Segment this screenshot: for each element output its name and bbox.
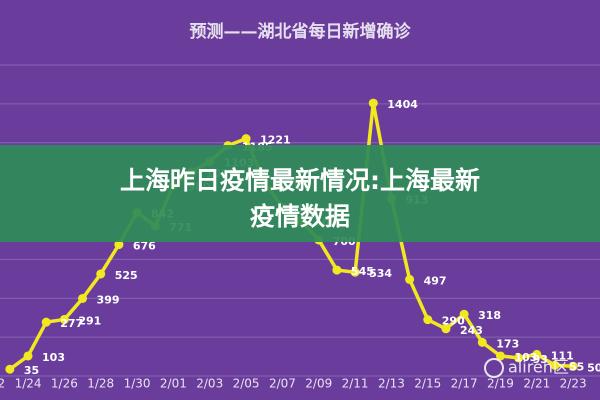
- data-point: [5, 364, 15, 374]
- data-label: 103: [514, 351, 537, 364]
- data-point: [41, 317, 51, 327]
- data-label: 93: [533, 353, 548, 366]
- banner: [0, 145, 600, 242]
- x-tick-label: 2/11: [342, 377, 369, 391]
- banner-text: 上海昨日疫情最新情况:上海最新: [120, 166, 480, 195]
- data-point: [114, 240, 124, 250]
- data-label: 291: [78, 314, 101, 327]
- data-label: 545: [351, 265, 374, 278]
- data-label: 35: [24, 364, 39, 377]
- watermark: aliren区: [508, 358, 569, 377]
- data-label: 1404: [387, 98, 418, 111]
- data-label: 1221: [260, 134, 291, 147]
- x-tick-label: 1/28: [87, 377, 114, 391]
- x-tick-label: 1/24: [15, 377, 42, 391]
- data-point: [405, 274, 415, 284]
- data-point: [23, 351, 33, 361]
- data-label: 290: [442, 315, 465, 328]
- data-point: [59, 314, 69, 324]
- data-point: [550, 360, 560, 370]
- x-tick-label: 2/05: [233, 377, 260, 391]
- data-point: [495, 351, 505, 361]
- x-tick-label: 2/13: [378, 377, 405, 391]
- x-tick-label: 2/23: [560, 377, 587, 391]
- banner-text: 疫情数据: [250, 202, 350, 231]
- x-tick-label: 1/30: [124, 377, 151, 391]
- data-point: [532, 349, 542, 359]
- data-point: [78, 293, 88, 303]
- x-tick-label: 2/03: [196, 377, 223, 391]
- x-tick-label: 2/15: [414, 377, 441, 391]
- x-tick-label: 2/01: [160, 377, 187, 391]
- x-tick-label: 1/26: [51, 377, 78, 391]
- data-point: [241, 134, 251, 144]
- x-tick-label: 2/17: [451, 377, 478, 391]
- data-point: [477, 337, 487, 347]
- data-label: 534: [369, 267, 392, 280]
- data-label: 243: [460, 324, 483, 337]
- data-point: [96, 269, 106, 279]
- chart-title: 预测——湖北省每日新增确诊: [190, 21, 412, 42]
- data-label: 676: [133, 240, 156, 253]
- data-point: [350, 267, 360, 277]
- watermark-icon: [484, 358, 504, 378]
- x-tick-label: 2/19: [487, 377, 514, 391]
- data-point: [368, 98, 378, 108]
- data-point: [332, 265, 342, 275]
- x-tick-label: 1/22: [0, 377, 5, 391]
- data-label: 111: [551, 349, 574, 362]
- data-label: 55: [569, 360, 584, 373]
- data-point: [514, 353, 524, 363]
- x-tick-label: 2/21: [523, 377, 550, 391]
- data-label: 277: [60, 317, 83, 330]
- x-tick-label: 2/09: [305, 377, 332, 391]
- data-label: 103: [42, 351, 65, 364]
- data-label: 525: [115, 269, 138, 282]
- data-point: [568, 361, 578, 371]
- data-point: [423, 315, 433, 325]
- data-label: 318: [478, 309, 501, 322]
- data-point: [441, 324, 451, 334]
- data-point: [459, 309, 469, 319]
- data-label: 399: [97, 293, 120, 306]
- data-label: 50: [587, 361, 600, 374]
- data-label: 497: [424, 274, 447, 287]
- data-label: 173: [496, 337, 519, 350]
- x-tick-label: 2/07: [269, 377, 296, 391]
